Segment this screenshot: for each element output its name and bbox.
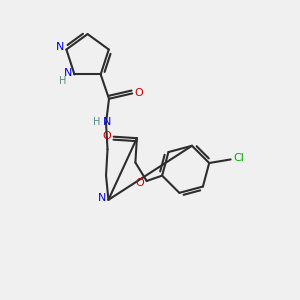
Text: O: O [103, 131, 112, 141]
Text: O: O [134, 88, 143, 98]
Text: H: H [59, 76, 67, 86]
Text: O: O [136, 178, 145, 188]
Text: Cl: Cl [233, 153, 244, 163]
Text: N: N [103, 117, 112, 127]
Text: N: N [56, 42, 64, 52]
Text: N: N [98, 194, 106, 203]
Text: H: H [93, 117, 100, 127]
Text: N: N [64, 68, 72, 78]
